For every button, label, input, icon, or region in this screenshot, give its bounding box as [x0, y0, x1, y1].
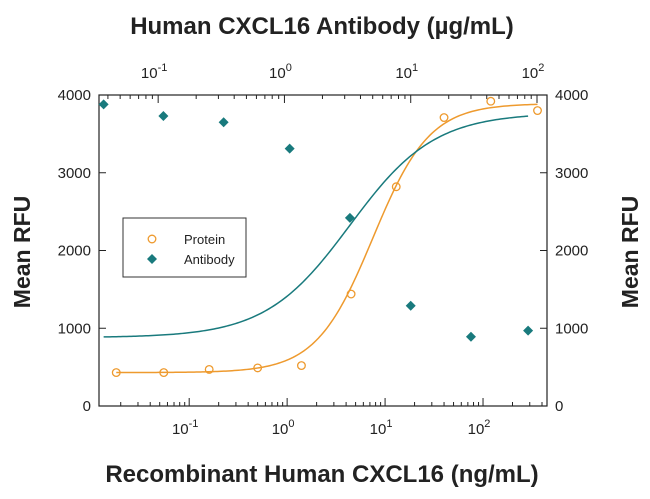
antibody-point — [405, 300, 416, 311]
antibody-point — [465, 331, 476, 342]
protein-point — [391, 182, 401, 192]
legend: Protein Antibody — [122, 217, 247, 278]
y-axis-title-right: Mean RFU — [617, 196, 643, 308]
top-x-tick-label: 100 — [269, 62, 292, 82]
antibody-point — [218, 117, 229, 128]
protein-point — [204, 365, 214, 374]
protein-fit-curve — [116, 103, 538, 374]
protein-point — [346, 289, 356, 299]
protein-point — [111, 368, 121, 378]
y-tick-label-left: 3000 — [58, 165, 91, 182]
bottom-x-tick-label: 10-1 — [172, 418, 198, 438]
legend-protein-marker — [147, 234, 157, 244]
legend-antibody-label: Antibody — [184, 252, 235, 267]
y-tick-label-right: 3000 — [555, 165, 588, 182]
y-tick-label-left: 1000 — [58, 320, 91, 337]
bottom-x-tick-label: 101 — [370, 418, 393, 438]
y-tick-label-left: 0 — [83, 398, 91, 415]
y-tick-label-right: 0 — [555, 398, 563, 415]
protein-point — [296, 361, 306, 371]
protein-point — [439, 113, 449, 122]
antibody-point — [344, 212, 355, 223]
legend-box — [122, 217, 247, 278]
legend-antibody-marker — [147, 254, 157, 264]
y-axis-title-left: Mean RFU — [9, 196, 35, 308]
antibody-point — [98, 99, 109, 110]
protein-point — [533, 106, 542, 115]
y-tick-label-right: 2000 — [555, 243, 588, 260]
protein-point — [486, 96, 496, 106]
antibody-point — [523, 325, 534, 336]
bottom-x-tick-label: 102 — [468, 418, 491, 438]
y-tick-label-left: 4000 — [58, 87, 91, 104]
top-x-tick-label: 10-1 — [141, 62, 167, 82]
y-tick-label-right: 1000 — [555, 320, 588, 337]
antibody-fit-curve — [103, 115, 529, 338]
protein-point — [159, 368, 169, 378]
protein-point — [253, 363, 263, 373]
top-x-tick-label: 102 — [522, 62, 545, 82]
y-tick-label-right: 4000 — [555, 87, 588, 104]
legend-protein-label: Protein — [184, 232, 225, 247]
antibody-point — [284, 143, 295, 154]
top-axis-title: Human CXCL16 Antibody (µg/mL) — [130, 13, 514, 40]
top-x-tick-label: 101 — [395, 62, 418, 82]
x-axis-title: Recombinant Human CXCL16 (ng/mL) — [105, 461, 538, 488]
antibody-point — [158, 110, 169, 121]
bottom-x-tick-label: 100 — [272, 418, 295, 438]
y-tick-label-left: 2000 — [58, 243, 91, 260]
